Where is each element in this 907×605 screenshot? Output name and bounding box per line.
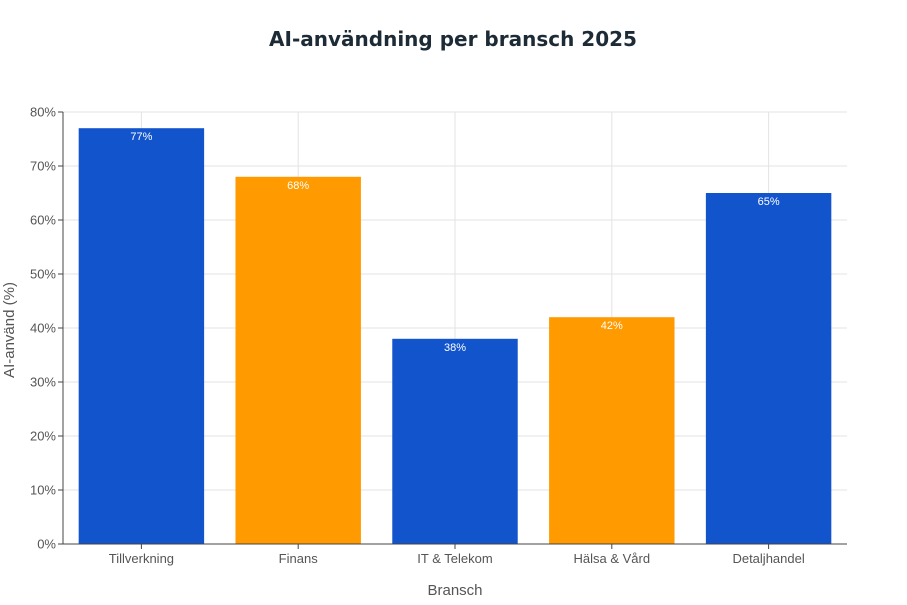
y-tick-label: 20%: [30, 429, 56, 444]
bar: [705, 193, 832, 544]
bar: [235, 176, 361, 545]
y-tick-label: 40%: [30, 321, 56, 336]
data-label: 77%: [130, 131, 152, 143]
y-tick-label: 30%: [30, 375, 56, 390]
y-tick-label: 70%: [30, 159, 56, 174]
data-label: 38%: [444, 342, 466, 354]
bar: [78, 128, 205, 544]
bars: [78, 128, 832, 545]
data-label: 65%: [758, 196, 780, 208]
bar: [392, 338, 518, 544]
x-tick-label: Hälsa & Vård: [574, 551, 651, 566]
x-axis-ticks: Tillverkning Finans IT & Telekom Hälsa & Vå…: [109, 544, 805, 566]
y-axis-ticks: 0% 10% 20% 30% 40% 50% 60% 70% 80%: [30, 105, 63, 552]
bar: [549, 317, 675, 544]
y-tick-label: 0%: [37, 537, 56, 552]
x-axis-label: Bransch: [427, 582, 482, 599]
x-tick-label: Detaljhandel: [732, 551, 804, 566]
data-label: 42%: [601, 320, 623, 332]
data-label: 68%: [287, 180, 309, 192]
x-tick-label: Tillverkning: [109, 551, 174, 566]
x-tick-label: IT & Telekom: [417, 551, 492, 566]
y-tick-label: 10%: [30, 483, 56, 498]
y-tick-label: 80%: [30, 105, 56, 120]
y-axis-label: AI-använd (%): [1, 282, 18, 378]
y-tick-label: 60%: [30, 213, 56, 228]
data-labels: 77% 68% 38% 42% 65%: [130, 131, 779, 354]
y-tick-label: 50%: [30, 267, 56, 282]
chart-title: AI-användning per bransch 2025: [269, 27, 637, 51]
x-tick-label: Finans: [279, 551, 319, 566]
